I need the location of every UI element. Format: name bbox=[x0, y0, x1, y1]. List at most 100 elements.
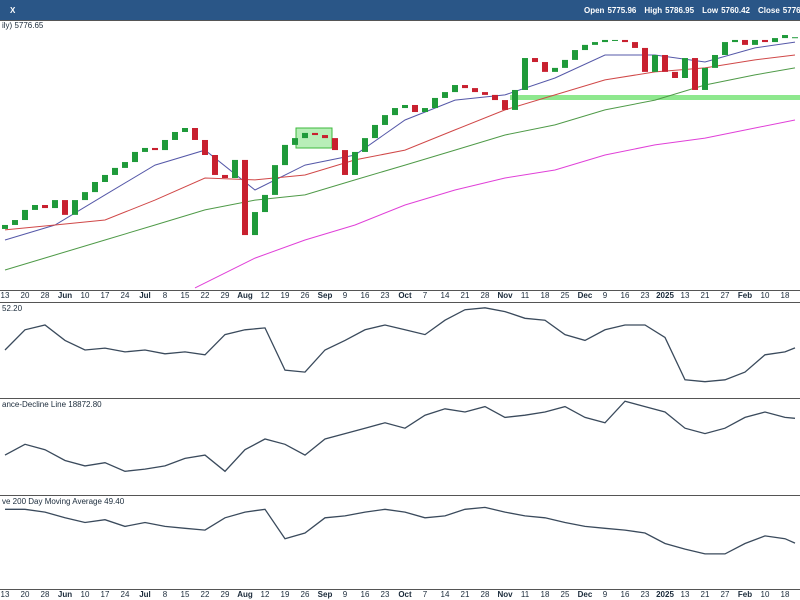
candle bbox=[422, 108, 428, 113]
x-tick-label: 16 bbox=[361, 291, 370, 300]
header-value: 5776.65 bbox=[783, 6, 800, 15]
candle bbox=[522, 58, 528, 90]
x-tick-label: 22 bbox=[201, 590, 210, 599]
x-tick-label: 12 bbox=[261, 590, 270, 599]
x-tick-label: 20 bbox=[21, 590, 30, 599]
candle bbox=[452, 85, 458, 93]
x-tick-label: Dec bbox=[578, 291, 593, 300]
x-tick-label: 10 bbox=[761, 590, 770, 599]
candle bbox=[272, 165, 278, 195]
x-tick-label: Aug bbox=[237, 291, 253, 300]
header-label: Low bbox=[702, 6, 719, 15]
candle bbox=[552, 67, 558, 72]
x-tick-label: Oct bbox=[398, 590, 412, 599]
candle bbox=[762, 39, 768, 43]
candle bbox=[642, 47, 648, 72]
x-tick-label: 15 bbox=[181, 590, 190, 599]
candle bbox=[302, 132, 308, 139]
x-tick-label: 9 bbox=[603, 291, 608, 300]
candle bbox=[382, 115, 388, 125]
candle bbox=[542, 62, 548, 72]
x-tick-label: 11 bbox=[521, 590, 530, 599]
x-tick-label: 18 bbox=[781, 291, 790, 300]
candle bbox=[772, 38, 778, 43]
candle bbox=[482, 92, 488, 95]
x-tick-label: 13 bbox=[1, 590, 10, 599]
candle bbox=[492, 94, 498, 101]
x-tick-label: 10 bbox=[81, 590, 90, 599]
candle bbox=[732, 39, 738, 43]
candle bbox=[612, 39, 618, 41]
candle bbox=[622, 39, 628, 43]
x-tick-label: 8 bbox=[163, 590, 168, 599]
x-tick-label: 12 bbox=[261, 291, 270, 300]
header-bar bbox=[0, 0, 800, 20]
candle bbox=[2, 224, 8, 229]
x-tick-label: Jul bbox=[139, 291, 151, 300]
x-tick-label: Jul bbox=[139, 590, 151, 599]
x-tick-label: 18 bbox=[781, 590, 790, 599]
x-tick-label: 28 bbox=[481, 291, 490, 300]
candle bbox=[692, 58, 698, 90]
x-tick-label: 24 bbox=[121, 291, 130, 300]
candle bbox=[722, 42, 728, 55]
candle bbox=[132, 151, 138, 163]
candle bbox=[182, 128, 188, 132]
x-tick-label: 14 bbox=[441, 291, 450, 300]
x-tick-label: Feb bbox=[738, 291, 752, 300]
x-tick-label: 20 bbox=[21, 291, 30, 300]
candle bbox=[152, 147, 158, 151]
x-tick-label: 2025 bbox=[656, 291, 674, 300]
candle bbox=[502, 100, 508, 110]
candle bbox=[202, 139, 208, 155]
candle bbox=[352, 151, 358, 175]
candle bbox=[662, 54, 668, 72]
header-value: 5760.42 bbox=[721, 6, 750, 15]
x-tick-label: Dec bbox=[578, 590, 593, 599]
x-tick-label: 17 bbox=[101, 291, 110, 300]
x-tick-label: 29 bbox=[221, 590, 230, 599]
candle bbox=[92, 182, 98, 193]
candle bbox=[792, 37, 798, 39]
x-tick-label: 28 bbox=[41, 590, 50, 599]
x-tick-label: 21 bbox=[461, 291, 470, 300]
candle bbox=[212, 155, 218, 175]
candle bbox=[572, 50, 578, 60]
candle bbox=[602, 39, 608, 43]
candle bbox=[62, 200, 68, 215]
candle bbox=[782, 35, 788, 39]
x-tick-label: 23 bbox=[381, 291, 390, 300]
x-tick-label: 18 bbox=[541, 291, 550, 300]
candle bbox=[682, 58, 688, 78]
support-line bbox=[510, 95, 800, 100]
candle bbox=[562, 59, 568, 68]
x-tick-label: 19 bbox=[281, 590, 290, 599]
x-tick-label: 16 bbox=[361, 590, 370, 599]
x-tick-label: 22 bbox=[201, 291, 210, 300]
candle bbox=[392, 108, 398, 116]
candle bbox=[582, 44, 588, 51]
candle bbox=[52, 200, 58, 209]
candle bbox=[122, 162, 128, 168]
x-tick-label: 25 bbox=[561, 291, 570, 300]
x-tick-label: 25 bbox=[561, 590, 570, 599]
x-tick-label: 21 bbox=[701, 291, 710, 300]
panel-title: ance-Decline Line 18872.80 bbox=[2, 400, 102, 409]
x-tick-label: 26 bbox=[301, 590, 310, 599]
indicator-line bbox=[5, 506, 796, 555]
moving-average bbox=[4, 54, 796, 231]
candle bbox=[472, 88, 478, 93]
candle bbox=[82, 192, 88, 201]
candle bbox=[402, 104, 408, 109]
panel-title: 52.20 bbox=[2, 304, 23, 313]
candle bbox=[72, 200, 78, 215]
candle bbox=[442, 92, 448, 98]
candle bbox=[282, 144, 288, 166]
candle bbox=[222, 174, 228, 179]
x-tick-label: Sep bbox=[318, 590, 333, 599]
x-tick-label: 26 bbox=[301, 291, 310, 300]
candle bbox=[112, 167, 118, 175]
candle bbox=[232, 159, 238, 179]
